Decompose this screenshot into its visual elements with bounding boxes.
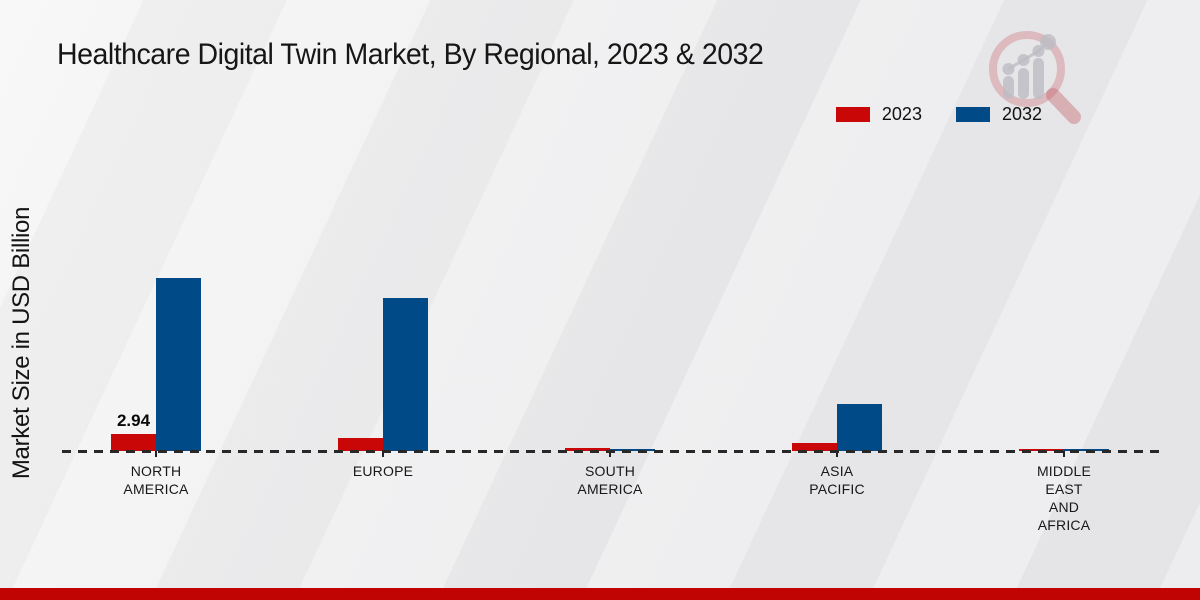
- axis-tick-south-america: [609, 451, 611, 457]
- legend-item-2023: 2023: [835, 104, 922, 125]
- bar-2023-middle-east-and-africa: [1019, 448, 1064, 451]
- chart-title: Healthcare Digital Twin Market, By Regio…: [57, 38, 764, 71]
- axis-tick-europe: [382, 451, 384, 457]
- bar-value-label: 2.94: [116, 411, 151, 430]
- category-label-europe: EUROPE: [352, 463, 414, 479]
- footer-bar: [0, 588, 1200, 600]
- legend-item-2032: 2032: [955, 104, 1042, 125]
- legend-label-2023: 2023: [881, 104, 922, 124]
- legend-label-2032: 2032: [1001, 104, 1042, 124]
- axis-tick-north-america: [155, 451, 157, 457]
- legend-swatch-2032: [955, 107, 990, 122]
- legend-swatch-2023: [835, 107, 870, 122]
- category-label-asia-pacific: ASIA PACIFIC: [809, 463, 865, 497]
- category-label-middle-east-and-africa: MIDDLE EAST AND AFRICA: [1036, 463, 1092, 533]
- bar-2023-south-america: [565, 448, 610, 451]
- bar-2032-north-america: [156, 277, 201, 451]
- bar-2032-europe: [383, 297, 428, 451]
- bar-2023-europe: [338, 437, 383, 451]
- bar-2023-north-america: [111, 434, 156, 451]
- x-axis-baseline: [62, 450, 1159, 453]
- axis-tick-asia-pacific: [836, 451, 838, 457]
- legend: 2023 2032: [835, 104, 1042, 125]
- bar-2032-south-america: [610, 448, 655, 451]
- category-label-south-america: SOUTH AMERICA: [577, 463, 643, 497]
- axis-tick-middle-east-and-africa: [1063, 451, 1065, 457]
- magnifier-bar-chart-logo-icon: [989, 31, 1081, 124]
- bar-2023-asia-pacific: [792, 442, 837, 451]
- category-label-north-america: NORTH AMERICA: [123, 463, 189, 497]
- bar-2032-asia-pacific: [837, 404, 882, 451]
